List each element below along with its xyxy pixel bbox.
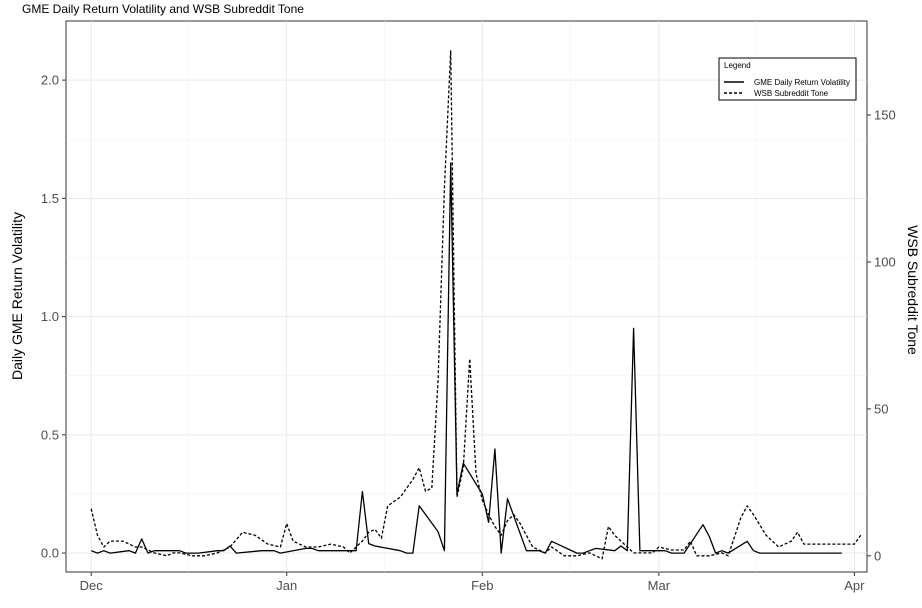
y-tick-label: 0.5: [41, 427, 59, 442]
legend-label-volatility: GME Daily Return Volatility: [754, 78, 850, 87]
y-tick-label: 1.5: [41, 191, 59, 206]
y2-tick-label: 0: [874, 548, 881, 563]
legend-title: Legend: [724, 61, 751, 70]
y2-tick-label: 50: [874, 401, 888, 416]
x-tick-label: Jan: [276, 578, 297, 593]
legend: Legend GME Daily Return Volatility WSB S…: [718, 57, 857, 101]
x-tick-label: Apr: [844, 578, 865, 593]
plot-panel: [65, 20, 868, 573]
series-line-volatility: [90, 162, 842, 554]
x-tick-label: Feb: [471, 578, 493, 593]
legend-label-tone: WSB Subreddit Tone: [754, 89, 829, 98]
chart-title: GME Daily Return Volatility and WSB Subr…: [22, 2, 304, 16]
series-line-tone: [90, 49, 862, 560]
x-tick-label: Mar: [648, 578, 671, 593]
x-tick-label: Dec: [80, 578, 104, 593]
axes: 0.0 0.5 1.0 1.5 2.0 0 50 100 150 Dec Jan Feb Mar Apr: [41, 73, 896, 593]
series-lines: [90, 49, 862, 560]
y-tick-label: 1.0: [41, 309, 59, 324]
y-tick-label: 0.0: [41, 546, 59, 561]
y2-axis-title: WSB Subreddit Tone: [905, 225, 921, 355]
y2-tick-label: 100: [874, 254, 896, 269]
y2-tick-label: 150: [874, 108, 896, 123]
y-tick-label: 2.0: [41, 73, 59, 88]
y-axis-title: Daily GME Return Volatility: [9, 212, 25, 380]
